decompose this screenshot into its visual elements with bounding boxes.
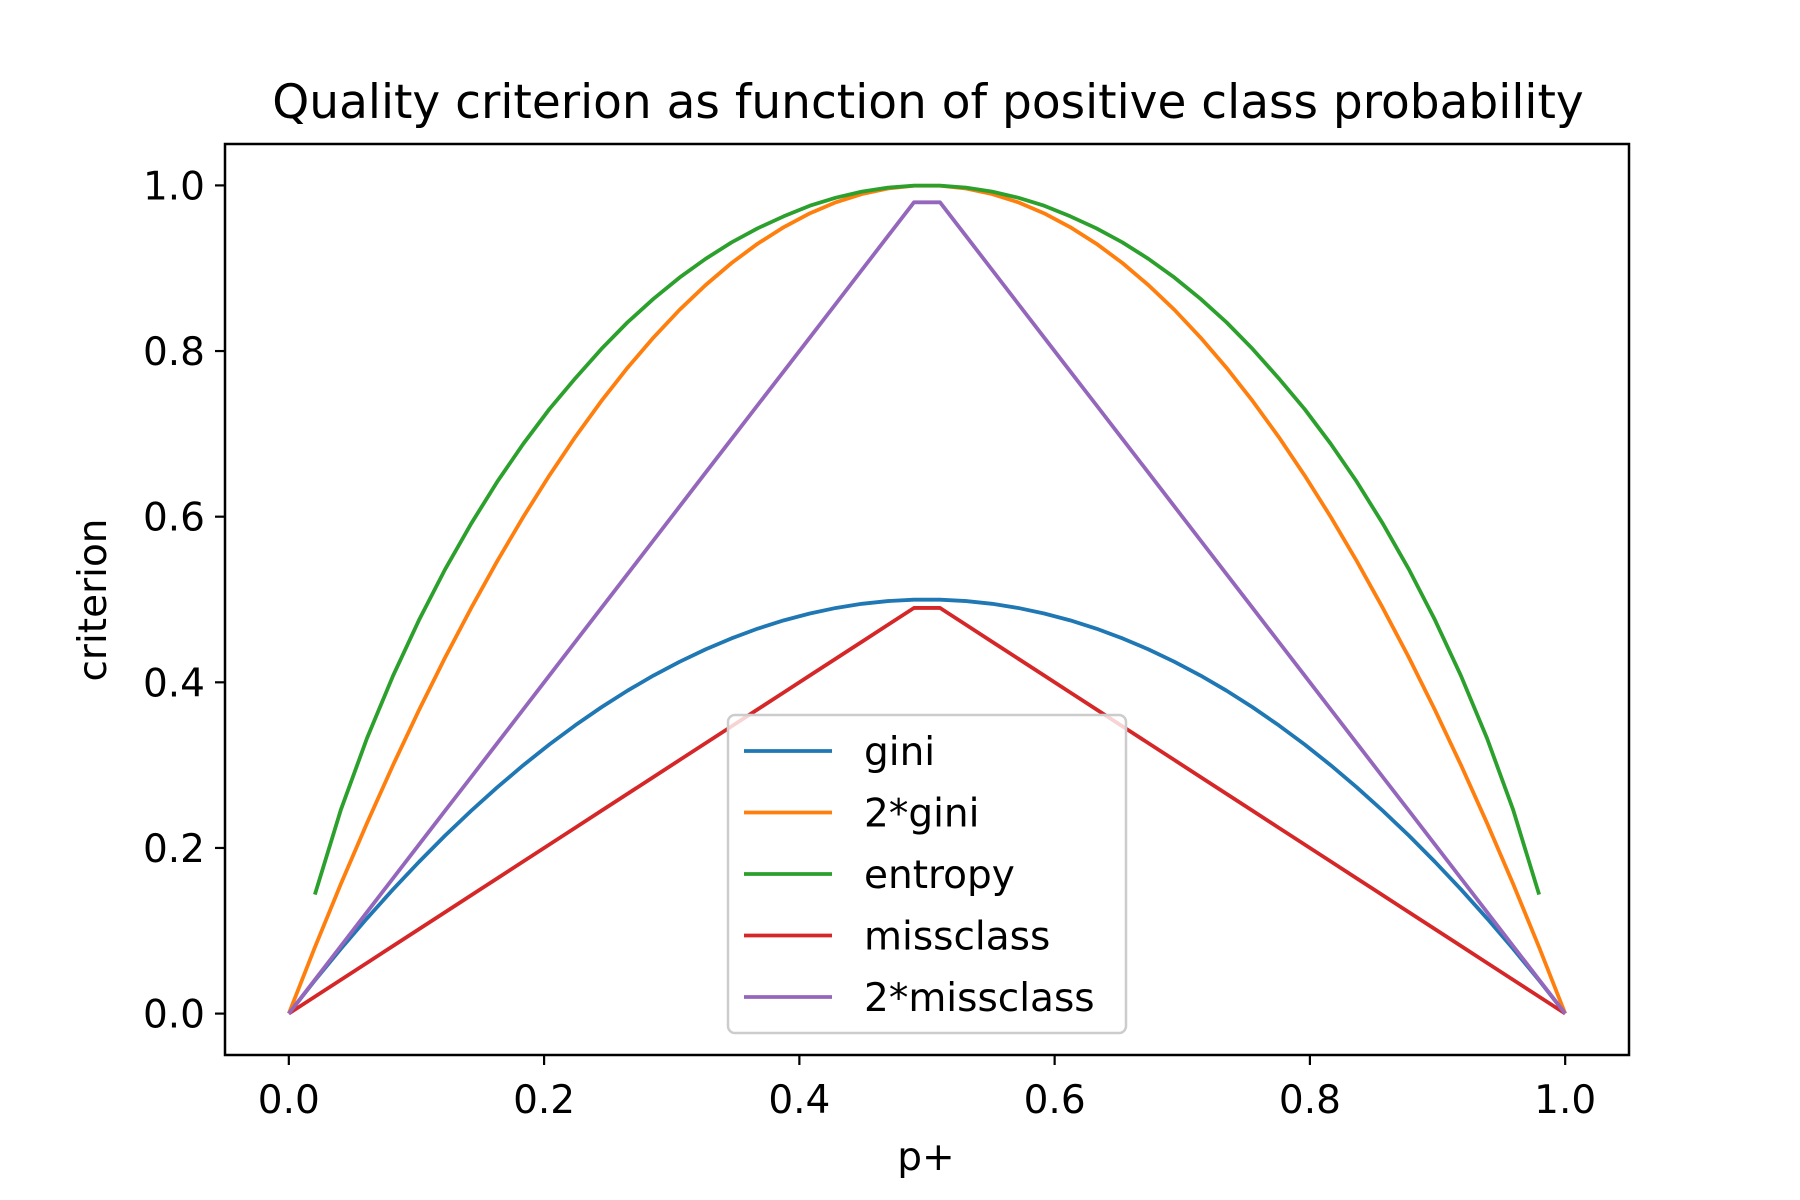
y-tick-label: 1.0	[143, 164, 205, 209]
x-tick-label: 0.2	[513, 1078, 575, 1123]
x-axis-label: p+	[897, 1135, 954, 1180]
plot-frame	[223, 142, 1631, 1057]
x-tick-label: 0.6	[1024, 1078, 1086, 1123]
x-tick-label: 0.0	[258, 1078, 320, 1123]
y-tick-label: 0.4	[143, 661, 205, 706]
x-axis: 0.0 0.2 0.4 0.6 0.8 1.0	[258, 1055, 1596, 1123]
series-line-2	[313, 183, 1541, 896]
legend-items: gini 2*gini entropy missclass 2*missclass	[744, 730, 1095, 1021]
series-line-3	[287, 606, 1567, 1016]
y-tick-label: 0.0	[143, 993, 205, 1038]
x-tick-label: 1.0	[1534, 1078, 1596, 1123]
legend-label: entropy	[864, 853, 1015, 898]
chart-title: Quality criterion as function of positiv…	[272, 75, 1583, 130]
series-layer	[287, 183, 1567, 1016]
y-tick-label: 0.2	[143, 827, 205, 872]
y-tick-label: 0.8	[143, 330, 205, 375]
legend: gini 2*gini entropy missclass 2*missclass	[726, 713, 1128, 1035]
legend-label: gini	[864, 730, 935, 775]
legend-label: 2*gini	[864, 792, 979, 837]
x-tick-label: 0.8	[1279, 1078, 1341, 1123]
legend-label: 2*missclass	[864, 976, 1095, 1021]
series-line-4	[287, 200, 1567, 1015]
y-axis: 0.0 0.2 0.4 0.6 0.8 1.0	[143, 164, 225, 1038]
plot-area	[223, 142, 1631, 1057]
y-axis-label: criterion	[71, 518, 116, 681]
series-line-0	[287, 597, 1567, 1015]
y-tick-label: 0.6	[143, 496, 205, 541]
x-tick-label: 0.4	[768, 1078, 830, 1123]
legend-label: missclass	[864, 915, 1050, 960]
legend-box	[726, 713, 1128, 1035]
